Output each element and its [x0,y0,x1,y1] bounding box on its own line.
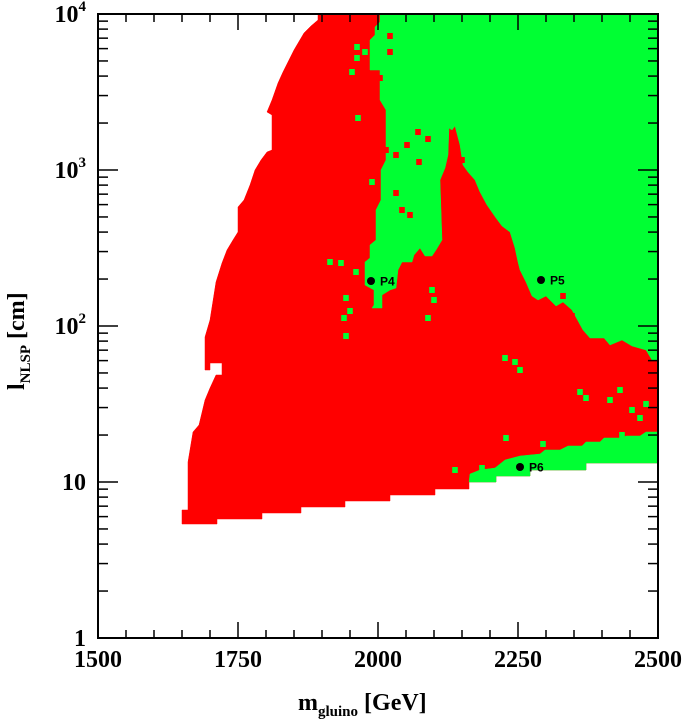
point-marker-icon [367,277,375,285]
green-cell [343,333,349,339]
red-cell [529,303,535,309]
green-cell [637,415,643,421]
green-cell [401,250,407,256]
green-cell [629,407,635,413]
green-cell [354,55,360,61]
plot-regions [181,13,659,525]
x-tick-labels: 1500 1750 2000 2250 2500 [74,647,682,673]
red-cell [465,223,471,229]
green-region-lower [468,431,659,483]
red-cell [472,242,478,248]
green-cell [369,179,375,185]
red-cell [393,190,399,196]
green-cell [617,387,623,393]
plot-speckles [327,33,655,473]
green-cell [425,315,431,321]
point-label: P4 [380,275,395,289]
red-cell [569,313,575,319]
point-marker-icon [516,463,524,471]
green-cell [429,287,435,293]
red-cell [387,49,393,55]
red-cell [643,371,649,377]
red-cell [629,361,635,367]
x-tick-label: 2000 [354,647,402,673]
red-cell [416,159,422,165]
green-cell [338,260,344,266]
red-cell [415,129,421,135]
red-cell [445,173,451,179]
green-cell [503,435,509,441]
point-label: P6 [529,461,544,475]
x-tick-label: 1500 [74,647,122,673]
green-cell [619,432,625,438]
green-cell [431,297,437,303]
red-cell [404,142,410,148]
plot-frame [97,13,659,639]
red-cell [469,205,475,211]
red-cell [512,319,518,325]
x-tick-label: 2500 [634,647,682,673]
y-tick-labels: 1 10 102 103 104 [55,0,87,652]
red-cell [585,343,591,349]
red-cell [377,75,383,81]
red-cell [649,407,655,413]
green-cell [355,115,361,121]
green-cell [343,295,349,301]
y-tick-label: 10 [62,470,86,496]
red-cell [560,293,566,299]
x-tick-label: 1750 [214,647,262,673]
green-cell [354,44,360,50]
green-cell [517,367,523,373]
red-cell [387,33,393,39]
green-cell [512,359,518,365]
green-cell [479,465,485,471]
green-region-upper [364,13,659,361]
red-cell [611,347,617,353]
point-marker-icon [537,276,545,284]
green-cell [577,389,583,395]
green-cell [607,397,613,403]
green-cell [583,395,589,401]
green-cell [502,355,508,361]
y-tick-label: 103 [55,155,87,184]
benchmark-point-p6: P6 [516,461,544,475]
green-cell [347,308,353,314]
red-cell [488,265,494,271]
benchmark-points: P4 P5 P6 [367,274,565,475]
green-cell [353,269,359,275]
red-cell [477,258,483,264]
y-tick-label: 102 [55,311,87,340]
benchmark-point-p4: P4 [367,275,395,289]
point-label: P5 [550,274,565,288]
benchmark-point-p5: P5 [537,274,565,288]
red-cell [492,292,498,298]
y-tick-label: 104 [55,0,87,28]
red-cell [425,136,431,142]
green-cell [643,401,649,407]
green-cell [388,260,394,266]
red-cell [645,389,651,395]
y-axis-title: lNLSP [cm] [4,292,34,390]
y-tick-label: 1 [74,626,86,652]
red-cell [502,309,508,315]
green-cell [362,49,368,55]
red-cell [407,212,413,218]
red-cell [383,147,389,153]
red-cell [399,207,405,213]
red-cell [393,152,399,158]
red-cell [377,107,383,113]
green-cell [540,441,546,447]
red-cell [597,357,603,363]
x-tick-label: 2250 [494,647,542,673]
green-cell [327,259,333,265]
green-cell [452,467,458,473]
red-cell [459,157,465,163]
x-axis-title: mgluino [GeV] [298,690,427,720]
green-cell [341,315,347,321]
green-cell [349,69,355,75]
